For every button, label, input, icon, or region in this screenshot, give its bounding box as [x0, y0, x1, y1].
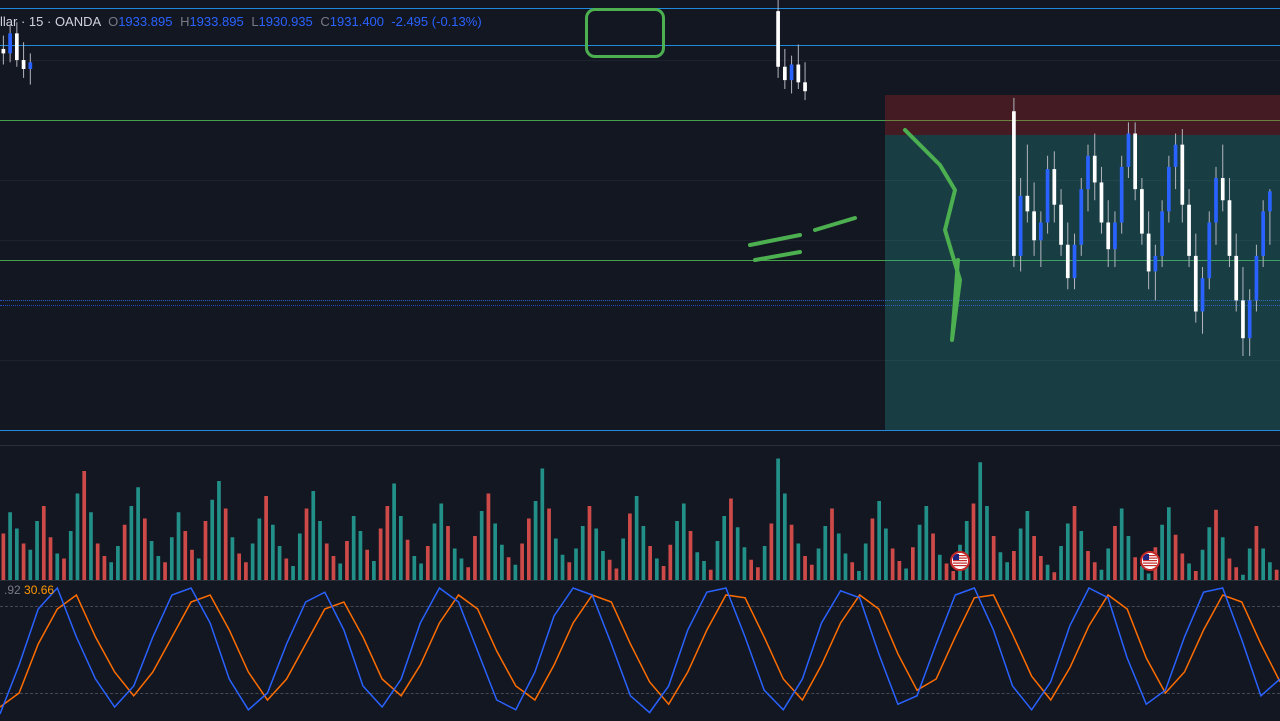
- ohlc-change: -2.495: [391, 14, 428, 29]
- ohlc-open: 1933.895: [118, 14, 172, 29]
- economic-event-icon[interactable]: [950, 551, 970, 571]
- oscillator-value-label: .92 30.66: [4, 583, 54, 597]
- interval: 15: [29, 14, 43, 29]
- ohlc-close: 1931.400: [330, 14, 384, 29]
- ohlc-low: 1930.935: [259, 14, 313, 29]
- oscillator-svg-layer: [0, 581, 1280, 721]
- symbol-suffix: llar: [0, 14, 17, 29]
- price-chart-pane[interactable]: llar · 15 · OANDA O1933.895 H1933.895 L1…: [0, 0, 1280, 445]
- oscillator-pane[interactable]: .92 30.66: [0, 580, 1280, 720]
- economic-event-icon[interactable]: [1140, 551, 1160, 571]
- volume-svg-layer: [0, 446, 1280, 581]
- exchange: OANDA: [55, 14, 101, 29]
- annotation-rectangle[interactable]: [585, 8, 665, 58]
- price-svg-layer: [0, 0, 1280, 445]
- ohlc-change-pct: -0.13%: [436, 14, 477, 29]
- ohlc-high: 1933.895: [189, 14, 243, 29]
- volume-pane[interactable]: [0, 445, 1280, 580]
- ticker-ohlc-readout: llar · 15 · OANDA O1933.895 H1933.895 L1…: [0, 14, 482, 29]
